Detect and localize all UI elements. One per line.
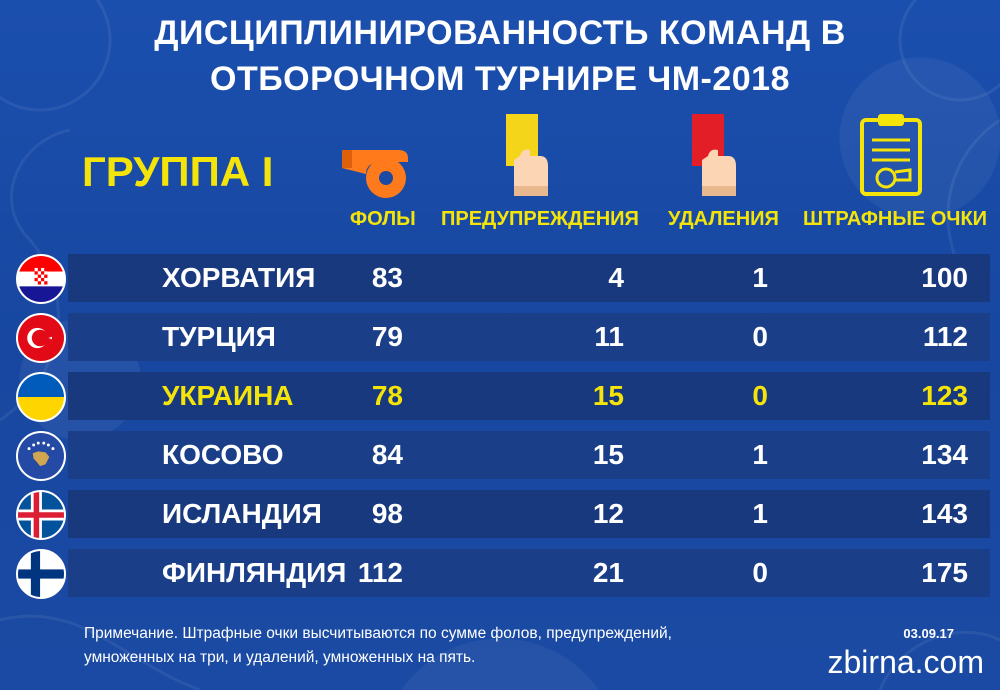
finland-flag-icon [16, 549, 66, 599]
site-logo[interactable]: zbirna.com [827, 644, 985, 680]
fouls-value: 79 [371, 321, 403, 352]
table-row: ХОРВАТИЯ 83 4 1 100 [68, 254, 990, 302]
points-value: 112 [922, 321, 968, 352]
team-name: УКРАИНА [162, 380, 294, 411]
title-line-1: ДИСЦИПЛИНИРОВАННОСТЬ КОМАНД В [154, 14, 846, 52]
yellow-card-icon [500, 110, 560, 205]
table-row: ФИНЛЯНДИЯ 112 21 0 175 [68, 549, 990, 597]
fouls-value: 112 [357, 557, 403, 588]
croatia-flag-icon [16, 254, 66, 304]
ukraine-flag-icon [16, 372, 66, 422]
yellow-value: 12 [592, 498, 624, 529]
red-value: 1 [752, 498, 768, 529]
footnote: Примечание. Штрафные очки высчитываются … [84, 622, 824, 670]
red-value: 1 [752, 262, 768, 293]
points-value: 123 [921, 380, 968, 411]
group-label: ГРУППА I [82, 148, 274, 195]
fouls-value: 83 [371, 262, 403, 293]
red-value: 0 [752, 321, 768, 352]
team-name: ИСЛАНДИЯ [162, 498, 322, 529]
footnote-line-2: умноженных на три, и удалений, умноженны… [84, 649, 476, 666]
whistle-icon [336, 140, 426, 205]
turkey-flag-icon [16, 313, 66, 363]
points-value: 175 [921, 557, 968, 588]
column-header-fouls: ФОЛЫ [350, 208, 416, 230]
yellow-value: 15 [592, 439, 624, 470]
yellow-value: 4 [608, 262, 624, 293]
column-header-yellow: ПРЕДУПРЕЖДЕНИЯ [441, 208, 639, 230]
red-card-icon [688, 110, 748, 205]
yellow-value: 15 [592, 380, 624, 411]
column-header-points: ШТРАФНЫЕ ОЧКИ [803, 208, 988, 230]
clipboard-icon [858, 112, 924, 203]
yellow-value: 21 [592, 557, 624, 588]
fouls-value: 98 [371, 498, 403, 529]
points-value: 134 [921, 439, 968, 470]
table-row: КОСОВО 84 15 1 134 [68, 431, 990, 479]
team-name: ТУРЦИЯ [162, 321, 276, 352]
yellow-value: 11 [594, 321, 624, 352]
table-row: ИСЛАНДИЯ 98 12 1 143 [68, 490, 990, 538]
points-value: 143 [921, 498, 968, 529]
table-row: ТУРЦИЯ 79 11 0 112 [68, 313, 990, 361]
team-name: КОСОВО [162, 439, 284, 470]
red-value: 0 [752, 557, 768, 588]
chart-title: ДИСЦИПЛИНИРОВАННОСТЬ КОМАНД В ОТБОРОЧНОМ… [0, 10, 1000, 102]
date-label: 03.09.17 [903, 626, 954, 641]
kosovo-flag-icon [16, 431, 66, 481]
team-name: ФИНЛЯНДИЯ [162, 557, 347, 588]
red-value: 1 [752, 439, 768, 470]
iceland-flag-icon [16, 490, 66, 540]
red-value: 0 [752, 380, 768, 411]
fouls-value: 84 [371, 439, 403, 470]
footnote-line-1: Примечание. Штрафные очки высчитываются … [84, 625, 672, 642]
table-row: УКРАИНА 78 15 0 123 [68, 372, 990, 420]
team-name: ХОРВАТИЯ [162, 262, 316, 293]
title-line-2: ОТБОРОЧНОМ ТУРНИРЕ ЧМ-2018 [210, 60, 790, 98]
column-header-red: УДАЛЕНИЯ [668, 208, 779, 230]
fouls-value: 78 [371, 380, 403, 411]
points-value: 100 [921, 262, 968, 293]
